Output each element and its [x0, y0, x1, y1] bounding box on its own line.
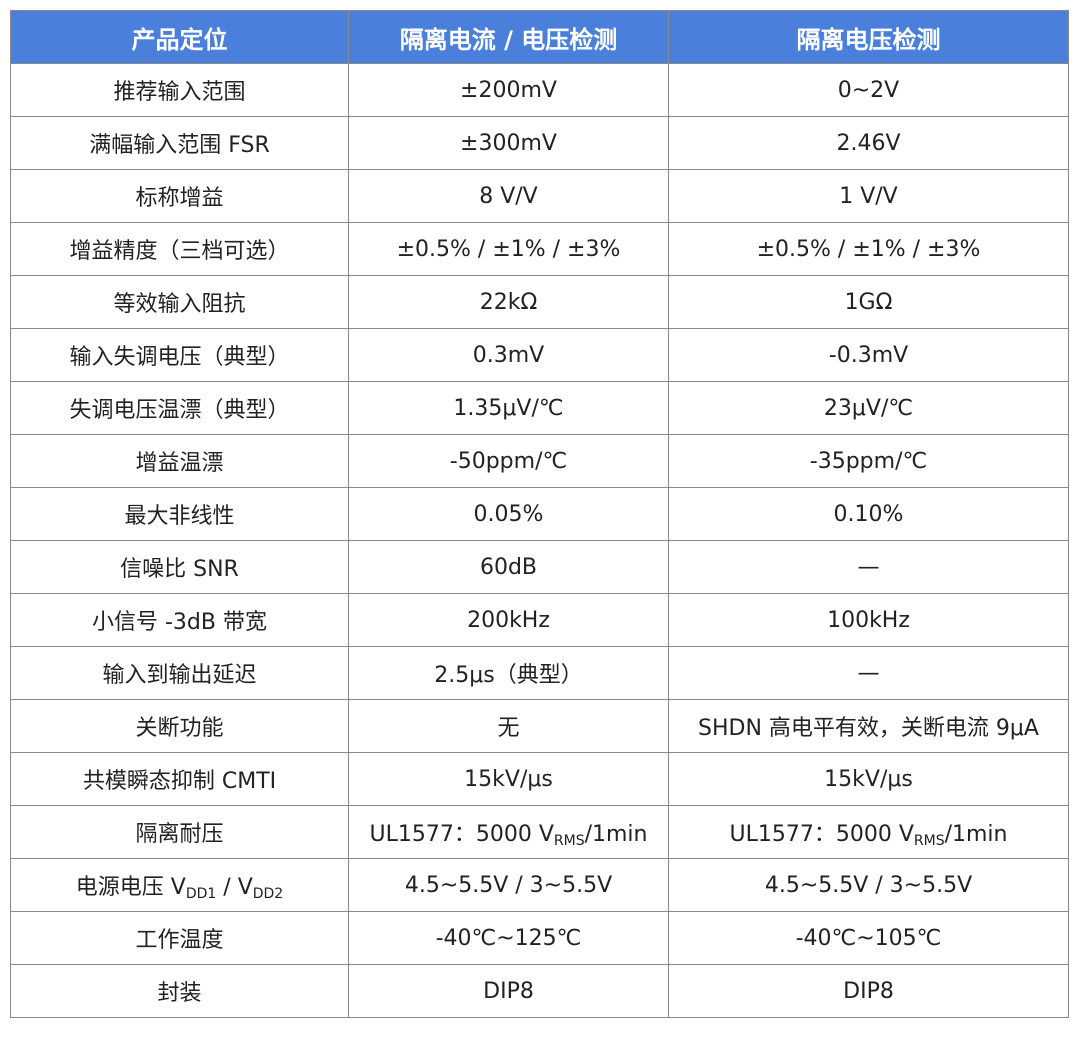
text: 电源电压 V: [75, 874, 186, 900]
table-cell: 电源电压 VDD1 / VDD2: [10, 858, 349, 912]
table-row: 封装 DIP8 DIP8: [10, 964, 1069, 1018]
table-row: 推荐输入范围 ±200mV 0~2V: [10, 63, 1069, 117]
table-cell: 8 V/V: [348, 169, 669, 223]
table-cell: 0.3mV: [348, 328, 669, 382]
table-body: 推荐输入范围 ±200mV 0~2V 满幅输入范围 FSR ±300mV 2.46V 标称增…: [10, 63, 1069, 1018]
table-cell: 1 V/V: [668, 169, 1069, 223]
table-row: 工作温度 -40℃~125℃ -40℃~105℃: [10, 911, 1069, 965]
table-cell: 关断功能: [10, 699, 349, 753]
table-cell: 23μV/℃: [668, 381, 1069, 435]
table-row: 标称增益 8 V/V 1 V/V: [10, 169, 1069, 223]
table-cell: ±200mV: [348, 63, 669, 117]
table-row: 小信号 -3dB 带宽 200kHz 100kHz: [10, 593, 1069, 647]
subscript: DD2: [252, 885, 284, 902]
header-cell: 隔离电压检测: [668, 10, 1069, 64]
spec-table: 产品定位 隔离电流 / 电压检测 隔离电压检测 推荐输入范围 ±200mV 0~2V 满幅…: [10, 10, 1069, 1018]
table-cell: 1GΩ: [668, 275, 1069, 329]
table-cell: 工作温度: [10, 911, 349, 965]
table-cell: 0.10%: [668, 487, 1069, 541]
text: / V: [216, 874, 253, 900]
table-cell: 100kHz: [668, 593, 1069, 647]
table-cell: 22kΩ: [348, 275, 669, 329]
table-cell: 15kV/μs: [668, 752, 1069, 806]
table-cell: -50ppm/℃: [348, 434, 669, 488]
table-cell: 信噪比 SNR: [10, 540, 349, 594]
table-cell: 隔离耐压: [10, 805, 349, 859]
table-cell: 封装: [10, 964, 349, 1018]
table-cell: 失调电压温漂（典型）: [10, 381, 349, 435]
table-cell: —: [668, 540, 1069, 594]
table-row: 满幅输入范围 FSR ±300mV 2.46V: [10, 116, 1069, 170]
table-cell: 标称增益: [10, 169, 349, 223]
table-cell: -40℃~105℃: [668, 911, 1069, 965]
table-cell: 满幅输入范围 FSR: [10, 116, 349, 170]
table-cell: DIP8: [348, 964, 669, 1018]
table-cell: 推荐输入范围: [10, 63, 349, 117]
table-cell: 200kHz: [348, 593, 669, 647]
table-cell: 60dB: [348, 540, 669, 594]
text: UL1577：5000 V: [369, 821, 554, 847]
table-cell: 小信号 -3dB 带宽: [10, 593, 349, 647]
table-cell: 增益温漂: [10, 434, 349, 488]
table-row: 等效输入阻抗 22kΩ 1GΩ: [10, 275, 1069, 329]
table-row: 最大非线性 0.05% 0.10%: [10, 487, 1069, 541]
table-cell: 共模瞬态抑制 CMTI: [10, 752, 349, 806]
subscript: DD1: [185, 885, 217, 902]
table-cell: ±0.5% / ±1% / ±3%: [348, 222, 669, 276]
table-cell: 最大非线性: [10, 487, 349, 541]
table-cell: 4.5~5.5V / 3~5.5V: [668, 858, 1069, 912]
table-row: 失调电压温漂（典型） 1.35μV/℃ 23μV/℃: [10, 381, 1069, 435]
table-cell: 15kV/μs: [348, 752, 669, 806]
table-cell: SHDN 高电平有效，关断电流 9μA: [668, 699, 1069, 753]
table-cell: 2.46V: [668, 116, 1069, 170]
header-cell: 产品定位: [10, 10, 349, 64]
table-cell: DIP8: [668, 964, 1069, 1018]
table-cell: 1.35μV/℃: [348, 381, 669, 435]
table-cell: 输入到输出延迟: [10, 646, 349, 700]
table-cell: 等效输入阻抗: [10, 275, 349, 329]
text: UL1577：5000 V: [729, 821, 914, 847]
table-row: 关断功能无 SHDN 高电平有效，关断电流 9μA: [10, 699, 1069, 753]
table-row: 电源电压 VDD1 / VDD2 4.5~5.5V / 3~5.5V 4.5~5.5…: [10, 858, 1069, 912]
table-cell: 无: [348, 699, 669, 753]
subscript: RMS: [913, 832, 945, 849]
table-cell: -0.3mV: [668, 328, 1069, 382]
table-row: 共模瞬态抑制 CMTI 15kV/μs 15kV/μs: [10, 752, 1069, 806]
table-row: 信噪比 SNR 60dB —: [10, 540, 1069, 594]
table-cell: -35ppm/℃: [668, 434, 1069, 488]
table-row: 增益温漂 -50ppm/℃ -35ppm/℃: [10, 434, 1069, 488]
table-row: 隔离耐压 UL1577：5000 VRMS/1min UL1577：5000 VRM…: [10, 805, 1069, 859]
table-cell: 2.5μs（典型）: [348, 646, 669, 700]
table-cell: 0.05%: [348, 487, 669, 541]
table-row: 输入到输出延迟 2.5μs（典型） —: [10, 646, 1069, 700]
table-cell: ±0.5% / ±1% / ±3%: [668, 222, 1069, 276]
text: /1min: [944, 821, 1008, 847]
table-cell: ±300mV: [348, 116, 669, 170]
header-row: 产品定位 隔离电流 / 电压检测 隔离电压检测: [10, 10, 1069, 64]
table-cell: UL1577：5000 VRMS/1min: [668, 805, 1069, 859]
header-cell: 隔离电流 / 电压检测: [348, 10, 669, 64]
table-cell: —: [668, 646, 1069, 700]
table-cell: 输入失调电压（典型）: [10, 328, 349, 382]
text: /1min: [584, 821, 648, 847]
subscript: RMS: [553, 832, 585, 849]
table-row: 输入失调电压（典型） 0.3mV -0.3mV: [10, 328, 1069, 382]
table-row: 增益精度（三档可选） ±0.5% / ±1% / ±3% ±0.5% / ±1% /…: [10, 222, 1069, 276]
table-cell: 0~2V: [668, 63, 1069, 117]
table-cell: 4.5~5.5V / 3~5.5V: [348, 858, 669, 912]
table-cell: -40℃~125℃: [348, 911, 669, 965]
table-cell: 增益精度（三档可选）: [10, 222, 349, 276]
table-cell: UL1577：5000 VRMS/1min: [348, 805, 669, 859]
